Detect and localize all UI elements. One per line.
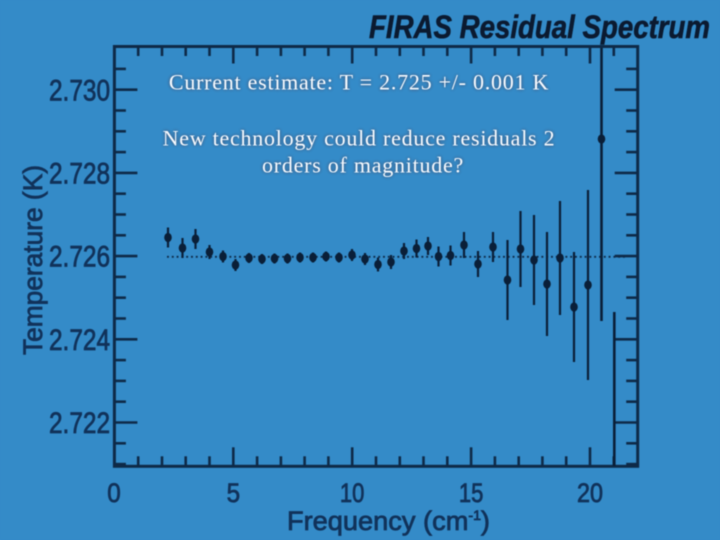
svg-text:Temperature (K): Temperature (K) xyxy=(18,165,48,355)
svg-text:Frequency (cm-1): Frequency (cm-1) xyxy=(287,506,490,536)
svg-text:15: 15 xyxy=(459,478,484,508)
svg-text:2.726: 2.726 xyxy=(49,241,110,274)
svg-text:orders of magnitude?: orders of magnitude? xyxy=(262,153,464,178)
svg-text:New technology could reduce r: New technology could reduce residuals 2 xyxy=(163,126,556,151)
svg-text:5: 5 xyxy=(227,478,241,508)
svg-text:10: 10 xyxy=(340,478,365,508)
svg-text:2.722: 2.722 xyxy=(49,407,110,440)
svg-text:2.728: 2.728 xyxy=(49,158,110,191)
svg-text:0: 0 xyxy=(107,478,121,508)
svg-text:Current estimate: T = 2.725 +: Current estimate: T = 2.725 +/- 0.001 K xyxy=(169,70,549,95)
svg-text:2.724: 2.724 xyxy=(49,324,110,357)
svg-text:20: 20 xyxy=(577,478,603,508)
svg-text:2.730: 2.730 xyxy=(49,74,110,107)
svg-text:orders of magnitude?: orders of magnitude? xyxy=(262,153,464,178)
svg-text:Current estimate: T = 2.725 +: Current estimate: T = 2.725 +/- 0.001 K xyxy=(169,70,549,95)
svg-text:New technology could reduce r: New technology could reduce residuals 2 xyxy=(163,126,556,151)
svg-text:FIRAS Residual Spectrum: FIRAS Residual Spectrum xyxy=(369,9,710,45)
